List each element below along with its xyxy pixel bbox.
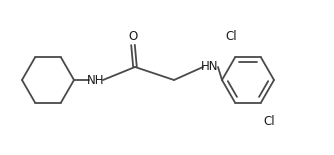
Text: Cl: Cl: [263, 115, 275, 128]
Text: HN: HN: [201, 60, 219, 73]
Text: Cl: Cl: [225, 31, 237, 44]
Text: NH: NH: [87, 73, 105, 86]
Text: O: O: [128, 31, 138, 44]
